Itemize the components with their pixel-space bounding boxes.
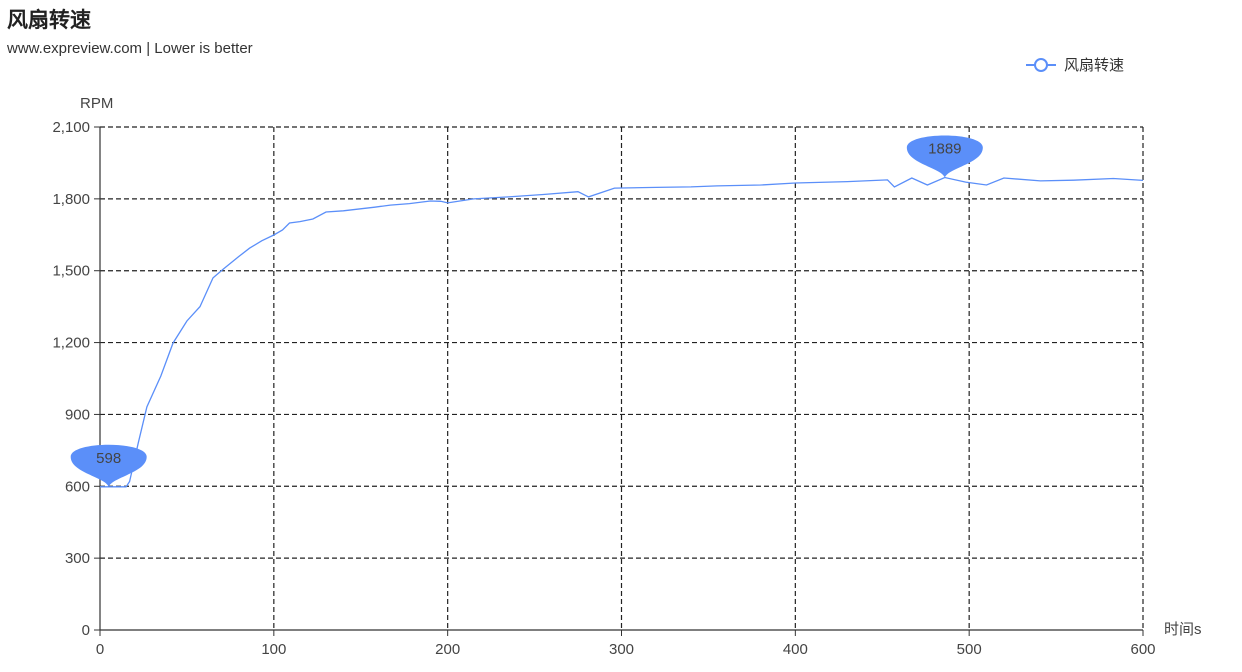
legend-label: 风扇转速 [1064, 56, 1125, 74]
data-annotation-min: 598 [70, 444, 147, 487]
y-axis-label: RPM [80, 95, 113, 112]
chart-title: 风扇转速 [7, 8, 91, 32]
series-line [100, 176, 1144, 488]
x-tick-label: 100 [261, 641, 286, 658]
x-tick-label: 500 [957, 641, 982, 658]
x-tick-label: 300 [609, 641, 634, 658]
x-tick-label: 600 [1130, 641, 1155, 658]
annotation-pin [70, 444, 147, 487]
x-tick-label: 400 [783, 641, 808, 658]
annotation-label: 598 [96, 450, 121, 467]
circle-line-icon [1026, 57, 1056, 72]
x-axis-label: 时间s [1164, 621, 1202, 638]
annotation-pin [906, 135, 983, 178]
y-tick-label: 300 [65, 550, 90, 567]
y-tick-label: 900 [65, 406, 90, 423]
annotation-label: 1889 [928, 141, 961, 158]
legend-item[interactable]: 风扇转速 [1026, 54, 1124, 75]
x-tick-label: 0 [96, 641, 104, 658]
y-tick-label: 1,500 [52, 263, 90, 280]
y-tick-label: 1,800 [52, 191, 90, 208]
y-tick-label: 0 [82, 622, 90, 639]
y-tick-label: 1,200 [52, 335, 90, 352]
data-annotation-max: 1889 [906, 135, 983, 178]
y-tick-label: 600 [65, 478, 90, 495]
chart-subtitle: www.expreview.com | Lower is better [7, 40, 253, 57]
y-tick-label: 2,100 [52, 119, 90, 136]
x-tick-label: 200 [435, 641, 460, 658]
